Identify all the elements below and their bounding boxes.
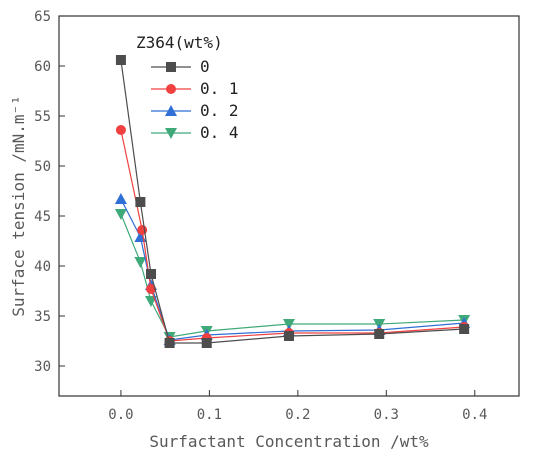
legend-marker bbox=[165, 105, 177, 116]
y-axis-title: Surface tension /mN.m⁻¹ bbox=[9, 95, 28, 317]
series-line bbox=[120, 59, 465, 344]
legend-item: 0. 1 bbox=[151, 79, 239, 98]
x-tick-label: 0.2 bbox=[285, 407, 310, 423]
series-line bbox=[120, 129, 465, 342]
series-3 bbox=[114, 209, 471, 343]
data-point bbox=[135, 197, 146, 207]
legend-marker bbox=[165, 128, 177, 139]
data-point bbox=[134, 257, 147, 268]
x-tick-label: 0.0 bbox=[108, 407, 133, 423]
x-tick-label: 0.3 bbox=[374, 407, 399, 423]
y-tick-label: 65 bbox=[34, 9, 51, 25]
data-point bbox=[137, 225, 148, 235]
data-point bbox=[146, 284, 156, 294]
legend-item: 0. 2 bbox=[151, 101, 239, 120]
data-point bbox=[374, 329, 385, 339]
data-point bbox=[284, 331, 294, 341]
series-0 bbox=[115, 55, 470, 348]
y-tick-label: 30 bbox=[34, 359, 51, 375]
data-point bbox=[115, 125, 126, 135]
y-tick-label: 55 bbox=[34, 109, 51, 125]
y-tick-label: 40 bbox=[34, 259, 51, 275]
series-line bbox=[120, 198, 465, 341]
y-tick-label: 50 bbox=[34, 159, 51, 175]
x-tick-label: 0.1 bbox=[197, 407, 222, 423]
legend-item: 0. 4 bbox=[151, 123, 239, 142]
data-point bbox=[283, 319, 295, 330]
data-point bbox=[459, 324, 470, 334]
series-1 bbox=[115, 125, 470, 346]
axes: 0.0 0.1 0.2 0.3 0.4 30 35 40 45 50 55 60 65 bbox=[34, 9, 520, 423]
legend-label: 0. 4 bbox=[200, 123, 239, 142]
legend-item: 0 bbox=[151, 57, 210, 76]
plot-frame bbox=[58, 15, 520, 397]
data-point bbox=[114, 209, 127, 220]
legend-title: Z364(wt%) bbox=[136, 33, 223, 52]
x-axis-title: Surfactant Concentration /wt% bbox=[149, 432, 429, 451]
y-tick-label: 60 bbox=[34, 59, 51, 75]
legend-label: 0. 1 bbox=[200, 79, 239, 98]
legend-label: 0. 2 bbox=[200, 101, 239, 120]
legend-marker bbox=[166, 84, 176, 94]
legend-marker bbox=[166, 62, 176, 72]
data-point bbox=[114, 193, 127, 204]
x-tick-label: 0.4 bbox=[462, 407, 487, 423]
data-point bbox=[146, 269, 156, 279]
data-point bbox=[115, 55, 126, 65]
y-tick-label: 35 bbox=[34, 309, 51, 325]
y-tick-label: 45 bbox=[34, 209, 51, 225]
data-point bbox=[201, 338, 212, 348]
legend: 0 0. 1 0. 2 0. 4 bbox=[151, 57, 239, 142]
data-point bbox=[164, 338, 175, 348]
series-line bbox=[120, 213, 465, 338]
legend-label: 0 bbox=[200, 57, 210, 76]
series-layer bbox=[114, 55, 471, 348]
